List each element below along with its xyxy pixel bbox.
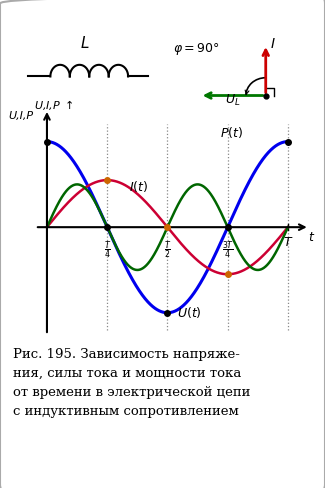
Text: Рис. 195. Зависимость напряже-
ния, силы тока и мощности тока
от времени в элект: Рис. 195. Зависимость напряже- ния, силы… (13, 348, 250, 418)
Text: $L$: $L$ (80, 35, 90, 51)
Text: $T$: $T$ (283, 236, 293, 249)
Text: $\varphi = 90°$: $\varphi = 90°$ (174, 41, 220, 57)
Text: $\frac{T}{4}$: $\frac{T}{4}$ (104, 239, 111, 261)
Text: $\frac{3T}{4}$: $\frac{3T}{4}$ (222, 239, 234, 261)
Text: $\frac{T}{2}$: $\frac{T}{2}$ (164, 239, 171, 261)
Text: $U(t)$: $U(t)$ (177, 305, 202, 320)
Text: $t$: $t$ (308, 231, 316, 244)
Text: U,I,P: U,I,P (8, 111, 34, 121)
Text: $I$: $I$ (270, 37, 276, 51)
Text: $P(t)$: $P(t)$ (220, 125, 243, 141)
Text: $U_L$: $U_L$ (225, 93, 240, 108)
Text: $I(t)$: $I(t)$ (129, 179, 148, 194)
Text: U,I,P $\uparrow$: U,I,P $\uparrow$ (34, 99, 74, 113)
